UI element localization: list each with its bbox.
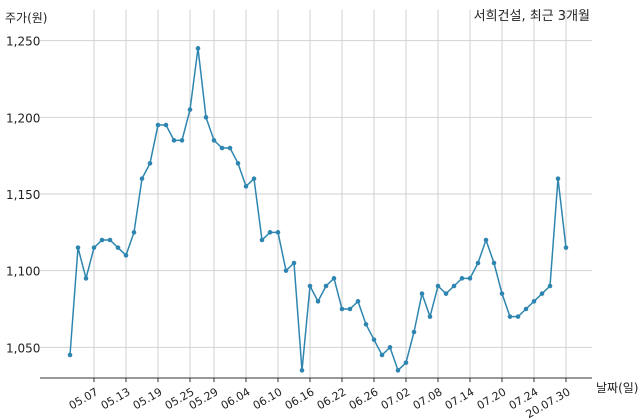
- data-point: [419, 291, 425, 296]
- data-point: [251, 176, 257, 181]
- data-point: [467, 276, 473, 281]
- x-tick-label: 06.26: [347, 385, 381, 412]
- data-point: [139, 176, 145, 181]
- data-point: [123, 253, 129, 258]
- y-tick-label: 1,200: [6, 111, 40, 125]
- data-point: [291, 260, 297, 266]
- x-tick-label: 07.14: [443, 385, 477, 412]
- data-point: [203, 115, 209, 120]
- x-tick-label: 05.13: [99, 385, 133, 412]
- data-point: [323, 283, 329, 289]
- y-tick-label: 1,250: [6, 35, 40, 49]
- series-points: [67, 46, 569, 373]
- data-point: [363, 322, 369, 327]
- y-axis-label: 주가(원): [5, 11, 47, 25]
- data-point: [115, 245, 121, 250]
- data-point: [315, 299, 321, 304]
- data-point: [379, 352, 385, 358]
- data-point: [547, 283, 553, 289]
- data-point: [307, 283, 313, 289]
- x-tick-label: 05.07: [67, 385, 101, 412]
- data-point: [227, 145, 233, 151]
- data-point: [259, 237, 265, 243]
- x-axis-ticks: 05.0705.1305.1905.2505.2906.0406.1006.16…: [67, 378, 573, 419]
- data-point: [195, 46, 201, 51]
- data-point: [443, 291, 449, 296]
- data-point: [187, 107, 193, 112]
- x-tick-label: 06.04: [219, 385, 253, 412]
- data-point: [531, 299, 537, 304]
- data-point: [411, 329, 417, 335]
- x-axis-label: 날짜(일): [596, 381, 638, 395]
- data-point: [267, 230, 273, 235]
- data-point: [395, 368, 401, 373]
- data-point: [475, 260, 481, 266]
- data-point: [235, 161, 241, 166]
- data-point: [299, 368, 305, 373]
- data-point: [275, 230, 281, 235]
- chart-title: 서희건설, 최근 3개월: [474, 9, 590, 24]
- data-point: [83, 276, 89, 281]
- data-point: [283, 268, 289, 273]
- data-point: [339, 306, 345, 312]
- data-point: [555, 176, 561, 181]
- data-point: [155, 122, 161, 128]
- data-point: [331, 276, 337, 281]
- data-point: [67, 352, 73, 358]
- data-point: [75, 245, 81, 250]
- data-point: [371, 337, 377, 342]
- data-point: [91, 245, 97, 250]
- data-point: [403, 360, 409, 365]
- y-axis-ticks: 1,050 1,100 1,150 1,200 1,250: [6, 35, 40, 356]
- data-point: [99, 237, 105, 243]
- data-point: [179, 138, 185, 143]
- data-point: [523, 306, 529, 312]
- data-point: [107, 237, 113, 243]
- data-point: [163, 122, 169, 128]
- data-point: [219, 145, 225, 151]
- grid: [40, 10, 592, 378]
- data-point: [131, 230, 137, 235]
- y-tick-label: 1,150: [6, 188, 40, 202]
- data-point: [347, 306, 353, 312]
- y-tick-label: 1,100: [6, 265, 40, 279]
- data-point: [483, 237, 489, 243]
- data-point: [427, 314, 433, 319]
- data-point: [171, 138, 177, 143]
- y-tick-label: 1,050: [6, 341, 40, 355]
- x-tick-label: 07.20: [475, 385, 509, 412]
- data-point: [243, 184, 249, 189]
- data-point: [507, 314, 513, 319]
- series-line: [69, 48, 567, 372]
- data-point: [451, 283, 457, 289]
- data-point: [491, 260, 497, 266]
- data-point: [563, 245, 569, 250]
- data-point: [539, 291, 545, 296]
- x-tick-label: 07.02: [379, 385, 413, 412]
- data-point: [387, 345, 393, 350]
- data-point: [435, 283, 441, 289]
- data-point: [459, 276, 465, 281]
- x-tick-label: 06.16: [283, 385, 317, 412]
- x-tick-label: 07.08: [411, 385, 445, 412]
- data-point: [515, 314, 521, 319]
- data-point: [211, 138, 217, 143]
- data-point: [355, 299, 361, 304]
- x-tick-label: 05.19: [131, 385, 165, 412]
- data-point: [499, 291, 505, 296]
- x-tick-label: 06.22: [315, 385, 349, 412]
- data-point: [147, 161, 153, 166]
- x-tick-label: 06.10: [251, 385, 285, 412]
